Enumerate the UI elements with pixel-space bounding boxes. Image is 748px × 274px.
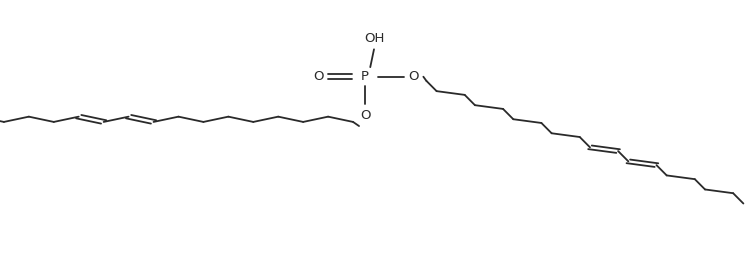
Text: O: O (360, 109, 370, 122)
Text: O: O (408, 70, 419, 83)
Text: P: P (361, 70, 369, 83)
Text: O: O (313, 70, 324, 83)
Text: OH: OH (364, 32, 384, 45)
